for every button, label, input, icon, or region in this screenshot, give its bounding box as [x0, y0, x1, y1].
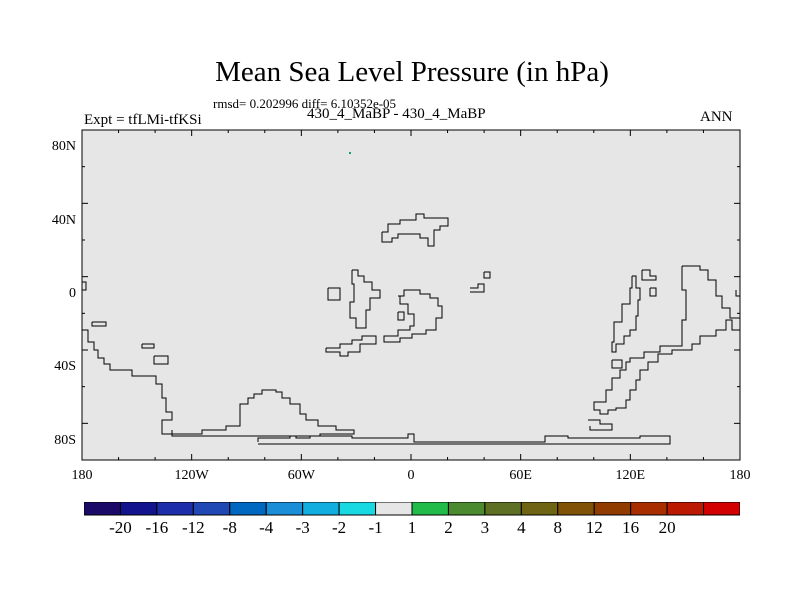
- season-label: ANN: [700, 109, 733, 125]
- coastline-islet-b: [141, 343, 155, 349]
- coastline-islet-e: [588, 419, 613, 431]
- colorbar-label: 16: [622, 518, 640, 537]
- colorbar-label: -16: [145, 518, 169, 537]
- experiment-comparison: 430_4_MaBP - 430_4_MaBP: [307, 106, 486, 122]
- coastline-islet-c: [153, 355, 169, 365]
- coastline-south-america-west: [82, 329, 173, 428]
- latitude-label: 80N: [51, 139, 76, 155]
- colorbar-swatch: [302, 502, 340, 516]
- colorbar-swatch: [557, 502, 595, 516]
- colorbar-label: -8: [222, 518, 237, 537]
- latitude-label: 40S: [54, 359, 76, 375]
- coastline-madagascar: [327, 287, 341, 301]
- colorbar-swatch: [375, 502, 413, 516]
- colorbar-label: 4: [517, 518, 526, 537]
- colorbar-swatch: [520, 502, 559, 516]
- colorbar-swatch: [666, 502, 705, 516]
- plot-title: Mean Sea Level Pressure (in hPa): [215, 56, 609, 88]
- coastline-europe: [381, 213, 449, 247]
- colorbar-label: 12: [585, 518, 603, 537]
- longitude-label: 60E: [509, 468, 532, 483]
- coastline-south-america: [161, 389, 355, 439]
- colorbar-label: 2: [444, 518, 453, 537]
- colorbar-label: 8: [553, 518, 563, 537]
- coastline-interior-ring: [383, 289, 443, 343]
- coastline-australia: [593, 265, 741, 415]
- colorbar: [84, 502, 740, 516]
- coastline-africa: [349, 269, 381, 329]
- colorbar-label: -20: [109, 518, 132, 537]
- longitude-label: 120E: [615, 468, 646, 483]
- colorbar-swatch: [229, 502, 267, 516]
- colorbar-swatch: [156, 502, 194, 516]
- colorbar-swatch: [630, 502, 668, 516]
- colorbar-swatch: [447, 502, 486, 516]
- colorbar-label: 1: [407, 518, 417, 537]
- colorbar-swatch: [484, 502, 522, 516]
- longitude-label: 0: [407, 468, 415, 483]
- colorbar-swatch: [593, 502, 632, 516]
- latitude-label: 80S: [54, 432, 76, 448]
- coastline-interior-inner: [397, 311, 405, 321]
- coastline-islet-a: [91, 321, 107, 327]
- latitude-label: 40N: [51, 212, 76, 228]
- coastline-asia-east: [641, 269, 657, 281]
- pressure-difference-field: [82, 130, 740, 460]
- coastline-gulf: [470, 283, 485, 293]
- colorbar-label: -3: [295, 518, 310, 537]
- longitude-label: 60W: [287, 468, 315, 483]
- colorbar-swatch: [411, 502, 449, 516]
- colorbar-label: -2: [332, 518, 347, 537]
- coastline-tasman: [611, 359, 623, 369]
- axis-ticks: [82, 130, 740, 460]
- small-difference-point: [349, 152, 351, 154]
- colorbar-swatch: [84, 502, 121, 516]
- coastline-africa-south: [325, 335, 377, 357]
- latitude-label: 0: [69, 286, 76, 301]
- colorbar-label: -12: [181, 518, 205, 537]
- longitude-label: 180: [71, 468, 93, 483]
- experiment-label: Expt = tfLMi-tfKSi: [84, 112, 202, 128]
- colorbar-swatch: [703, 502, 740, 516]
- colorbar-swatch: [338, 502, 377, 516]
- colorbar-label: -1: [368, 518, 383, 537]
- coastlines: [82, 213, 741, 445]
- coastline-asia-pen: [649, 287, 657, 297]
- colorbar-swatch: [192, 502, 231, 516]
- coastline-small-sea: [483, 271, 491, 279]
- rmsd-diff-stats: rmsd= 0.202996 diff= 6.10352e-05: [213, 96, 397, 111]
- colorbar-swatch: [265, 502, 304, 516]
- colorbar-label: 3: [480, 518, 490, 537]
- longitude-label: 180: [729, 468, 751, 483]
- longitude-label: 120W: [174, 468, 209, 483]
- colorbar-label: 20: [658, 518, 676, 537]
- coastline-islet-d: [82, 281, 87, 291]
- colorbar-label: -4: [259, 518, 274, 537]
- coastline-indochina: [611, 275, 641, 353]
- colorbar-swatch: [119, 502, 158, 516]
